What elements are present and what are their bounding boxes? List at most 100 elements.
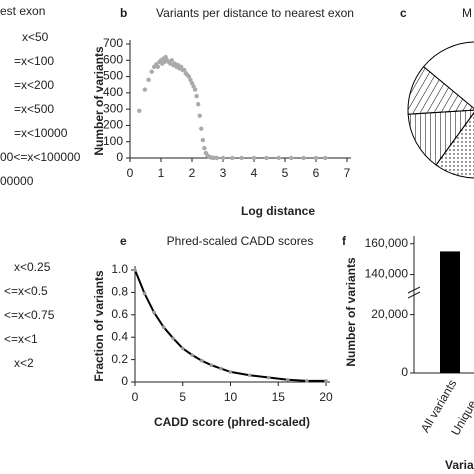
point <box>228 370 233 374</box>
x-tick-label: 3 <box>220 166 227 180</box>
point <box>219 366 223 371</box>
y-tick-label: 140,000 <box>365 267 409 281</box>
x-tick-label: 15 <box>272 390 286 404</box>
point <box>276 155 281 161</box>
point <box>188 77 193 83</box>
point <box>202 146 207 151</box>
y-tick-label: 400 <box>103 85 123 99</box>
y-axis-title: Number of variants <box>92 46 106 156</box>
point <box>266 375 271 380</box>
axis-break <box>407 291 421 299</box>
y-tick-label: 200 <box>103 118 123 132</box>
point <box>161 325 166 329</box>
x-tick-label: 5 <box>282 166 289 180</box>
point <box>163 54 168 60</box>
point <box>191 84 196 89</box>
panel-label: e <box>120 234 127 248</box>
legend-item: x<0.25 <box>14 260 51 274</box>
y-tick-label: 600 <box>103 52 123 66</box>
point <box>289 155 294 161</box>
y-tick-label: 0 <box>121 374 128 388</box>
x-axis-title: Varia <box>445 458 474 472</box>
x-tick-label: 10 <box>224 390 238 404</box>
legend-item: x<50 <box>22 30 49 44</box>
y-tick-label: 700 <box>103 36 123 50</box>
point <box>239 155 244 161</box>
y-tick-label: 0 <box>401 365 408 379</box>
point <box>220 155 226 161</box>
panel-label: f <box>342 234 347 248</box>
point <box>209 363 214 368</box>
axis-break <box>407 286 421 294</box>
x-tick-label: 2 <box>189 166 196 180</box>
x-tick-label: 5 <box>179 390 186 404</box>
x-tick-label: 20 <box>319 390 333 404</box>
point <box>189 80 195 86</box>
y-tick-label: 100 <box>103 134 123 148</box>
y-tick-label: 1.0 <box>111 262 128 276</box>
point <box>171 336 175 341</box>
x-axis-title: Log distance <box>241 204 315 218</box>
point <box>230 155 235 161</box>
point <box>305 379 309 383</box>
x-tick-label: 1 <box>158 166 165 180</box>
pie-slice <box>407 109 474 166</box>
y-tick-label: 500 <box>103 69 123 83</box>
legend-item: <=x<0.75 <box>4 308 55 322</box>
pie-slice <box>422 41 474 109</box>
point <box>186 74 192 79</box>
point <box>180 346 185 351</box>
point <box>194 93 199 99</box>
y-tick-label: 0.8 <box>111 285 128 299</box>
legend-item: 00000 <box>0 174 34 188</box>
x-axis-title: CADD score (phred-scaled) <box>154 415 310 429</box>
point <box>200 137 206 143</box>
point <box>146 77 151 83</box>
point <box>142 291 147 296</box>
point <box>247 373 252 378</box>
legend-item: =x<10000 <box>14 126 68 140</box>
point <box>211 155 216 161</box>
point <box>197 113 202 118</box>
point <box>142 87 148 92</box>
x-tick-label: 4 <box>251 166 258 180</box>
x-tick-label: 6 <box>313 166 320 180</box>
x-tick-label: 7 <box>344 166 351 180</box>
y-tick-label: 160,000 <box>365 236 409 250</box>
legend-title: est exon <box>0 4 45 18</box>
point <box>313 155 319 161</box>
point <box>301 155 306 161</box>
legend-item: <=x<0.5 <box>4 284 48 298</box>
legend-item: 00<=x<100000 <box>0 150 81 164</box>
x-tick-label: 0 <box>132 390 139 404</box>
panel-label: c <box>400 6 407 20</box>
legend-item: x<2 <box>14 356 34 370</box>
legend-item: =x<100 <box>14 54 54 68</box>
y-tick-label: 0.4 <box>111 329 128 343</box>
point <box>199 126 204 131</box>
point <box>324 379 328 383</box>
y-tick-label: 0 <box>116 150 123 164</box>
point <box>152 310 156 315</box>
point <box>192 87 198 92</box>
point <box>200 358 204 363</box>
chart-title: M <box>462 6 472 20</box>
point <box>133 268 137 272</box>
point <box>137 108 142 113</box>
y-tick-label: 0.2 <box>111 352 128 366</box>
legend-item: <=x<1 <box>4 332 38 346</box>
point <box>169 58 175 63</box>
point <box>196 102 201 107</box>
point <box>155 64 161 70</box>
x-tick-label: 0 <box>127 166 134 180</box>
y-axis-title: Number of variants <box>344 257 358 367</box>
bar <box>440 251 460 373</box>
panel-label: b <box>120 6 127 20</box>
point <box>182 67 187 73</box>
line <box>134 269 326 382</box>
point <box>178 64 184 70</box>
chart-title: Variants per distance to nearest exon <box>156 6 354 20</box>
point <box>214 155 219 161</box>
y-tick-label: 20,000 <box>371 307 408 321</box>
